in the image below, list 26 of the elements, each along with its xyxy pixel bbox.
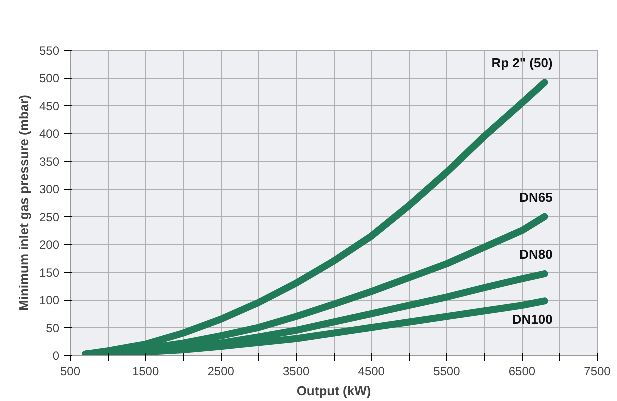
y-tick-label: 150 [39, 266, 60, 280]
x-tick-label: 2500 [208, 364, 235, 378]
x-tick-label: 4500 [358, 364, 386, 378]
series-label: DN100 [512, 312, 553, 328]
x-tick-label: 6500 [508, 364, 536, 378]
x-tick-label: 7500 [584, 364, 612, 378]
y-tick-label: 200 [39, 238, 60, 252]
y-tick-label: 250 [39, 210, 60, 224]
x-tick-label: 5500 [434, 364, 461, 378]
series-label: Rp 2" (50) [492, 56, 553, 71]
y-tick-label: 50 [46, 321, 60, 336]
series-label: DN65 [520, 190, 553, 205]
x-tick-label: 3500 [283, 364, 310, 378]
y-tick-label: 300 [39, 182, 60, 197]
x-tick-label: 1500 [132, 364, 160, 378]
y-tick-label: 450 [39, 99, 60, 114]
y-axis-title: Minimum inlet gas pressure (mbar) [16, 94, 32, 311]
x-tick-label: 500 [60, 364, 81, 378]
y-tick-label: 0 [52, 349, 60, 363]
y-tick-label: 550 [39, 44, 60, 58]
y-tick-label: 350 [39, 154, 60, 169]
y-tick-label: 400 [39, 127, 60, 142]
x-axis-title: Output (kW) [296, 384, 372, 398]
series-label: DN80 [520, 246, 553, 262]
y-tick-label: 100 [39, 294, 60, 308]
y-tick-label: 500 [39, 72, 60, 86]
